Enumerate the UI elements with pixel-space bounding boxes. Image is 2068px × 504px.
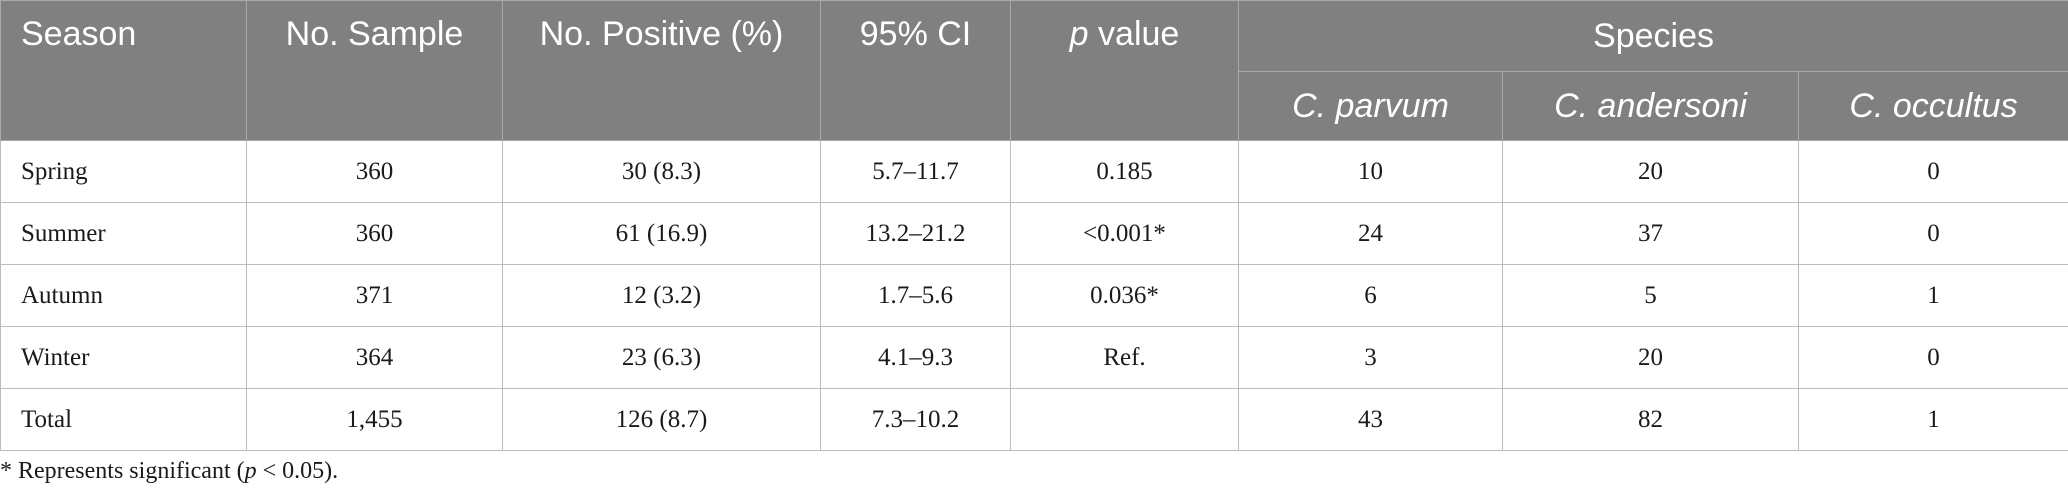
cell-c-parvum: 10 — [1238, 140, 1503, 203]
header-no-sample: No. Sample — [246, 0, 503, 141]
header-species: Species — [1238, 0, 2068, 72]
table-row-total: Total 1,455 126 (8.7) 7.3–10.2 43 82 1 — [0, 388, 2068, 451]
header-ci: 95% CI — [820, 0, 1011, 141]
header-c-andersoni: C. andersoni — [1502, 71, 1799, 141]
season-species-table: Season No. Sample No. Positive (%) 95% C… — [0, 0, 2068, 451]
cell-c-andersoni: 37 — [1502, 202, 1799, 265]
cell-c-andersoni: 20 — [1502, 326, 1799, 389]
header-p-italic: p — [1069, 15, 1089, 53]
cell-c-andersoni: 20 — [1502, 140, 1799, 203]
cell-samples: 371 — [246, 264, 503, 327]
footnote-p-italic: p — [244, 458, 257, 484]
table-row: Spring 360 30 (8.3) 5.7–11.7 0.185 10 20… — [0, 140, 2068, 203]
table-header: Season No. Sample No. Positive (%) 95% C… — [0, 0, 2068, 141]
cell-season: Spring — [0, 140, 247, 203]
cell-c-parvum: 6 — [1238, 264, 1503, 327]
table-row: Summer 360 61 (16.9) 13.2–21.2 <0.001* 2… — [0, 202, 2068, 265]
cell-p-value: 0.185 — [1010, 140, 1239, 203]
cell-positive: 30 (8.3) — [502, 140, 821, 203]
cell-p-value: 0.036* — [1010, 264, 1239, 327]
cell-c-occultus: 0 — [1798, 140, 2068, 203]
header-no-positive: No. Positive (%) — [502, 0, 821, 141]
cell-positive: 61 (16.9) — [502, 202, 821, 265]
cell-c-parvum: 43 — [1238, 388, 1503, 451]
cell-p-value — [1010, 388, 1239, 451]
cell-p-value: Ref. — [1010, 326, 1239, 389]
cell-samples: 1,455 — [246, 388, 503, 451]
table-row: Autumn 371 12 (3.2) 1.7–5.6 0.036* 6 5 1 — [0, 264, 2068, 327]
cell-c-parvum: 3 — [1238, 326, 1503, 389]
cell-ci: 13.2–21.2 — [820, 202, 1011, 265]
cell-c-andersoni: 5 — [1502, 264, 1799, 327]
cell-ci: 1.7–5.6 — [820, 264, 1011, 327]
cell-ci: 4.1–9.3 — [820, 326, 1011, 389]
cell-ci: 5.7–11.7 — [820, 140, 1011, 203]
table-body: Spring 360 30 (8.3) 5.7–11.7 0.185 10 20… — [0, 140, 2068, 451]
cell-season: Summer — [0, 202, 247, 265]
cell-samples: 364 — [246, 326, 503, 389]
footnote-prefix: * Represents significant ( — [0, 458, 245, 484]
header-p-rest: value — [1088, 15, 1180, 53]
header-p-value: p value — [1010, 0, 1239, 141]
cell-season: Total — [0, 388, 247, 451]
cell-samples: 360 — [246, 140, 503, 203]
cell-c-parvum: 24 — [1238, 202, 1503, 265]
table-row: Winter 364 23 (6.3) 4.1–9.3 Ref. 3 20 0 — [0, 326, 2068, 389]
cell-c-andersoni: 82 — [1502, 388, 1799, 451]
cell-c-occultus: 0 — [1798, 326, 2068, 389]
footnote-suffix: < 0.05). — [256, 458, 339, 484]
cell-samples: 360 — [246, 202, 503, 265]
cell-ci: 7.3–10.2 — [820, 388, 1011, 451]
cell-positive: 12 (3.2) — [502, 264, 821, 327]
cell-season: Autumn — [0, 264, 247, 327]
cell-positive: 126 (8.7) — [502, 388, 821, 451]
header-c-parvum: C. parvum — [1238, 71, 1503, 141]
table-footnote: * Represents significant (p < 0.05). — [0, 458, 338, 485]
header-c-occultus: C. occultus — [1798, 71, 2068, 141]
cell-season: Winter — [0, 326, 247, 389]
header-season: Season — [0, 0, 247, 141]
cell-c-occultus: 0 — [1798, 202, 2068, 265]
cell-c-occultus: 1 — [1798, 388, 2068, 451]
cell-p-value: <0.001* — [1010, 202, 1239, 265]
cell-positive: 23 (6.3) — [502, 326, 821, 389]
cell-c-occultus: 1 — [1798, 264, 2068, 327]
